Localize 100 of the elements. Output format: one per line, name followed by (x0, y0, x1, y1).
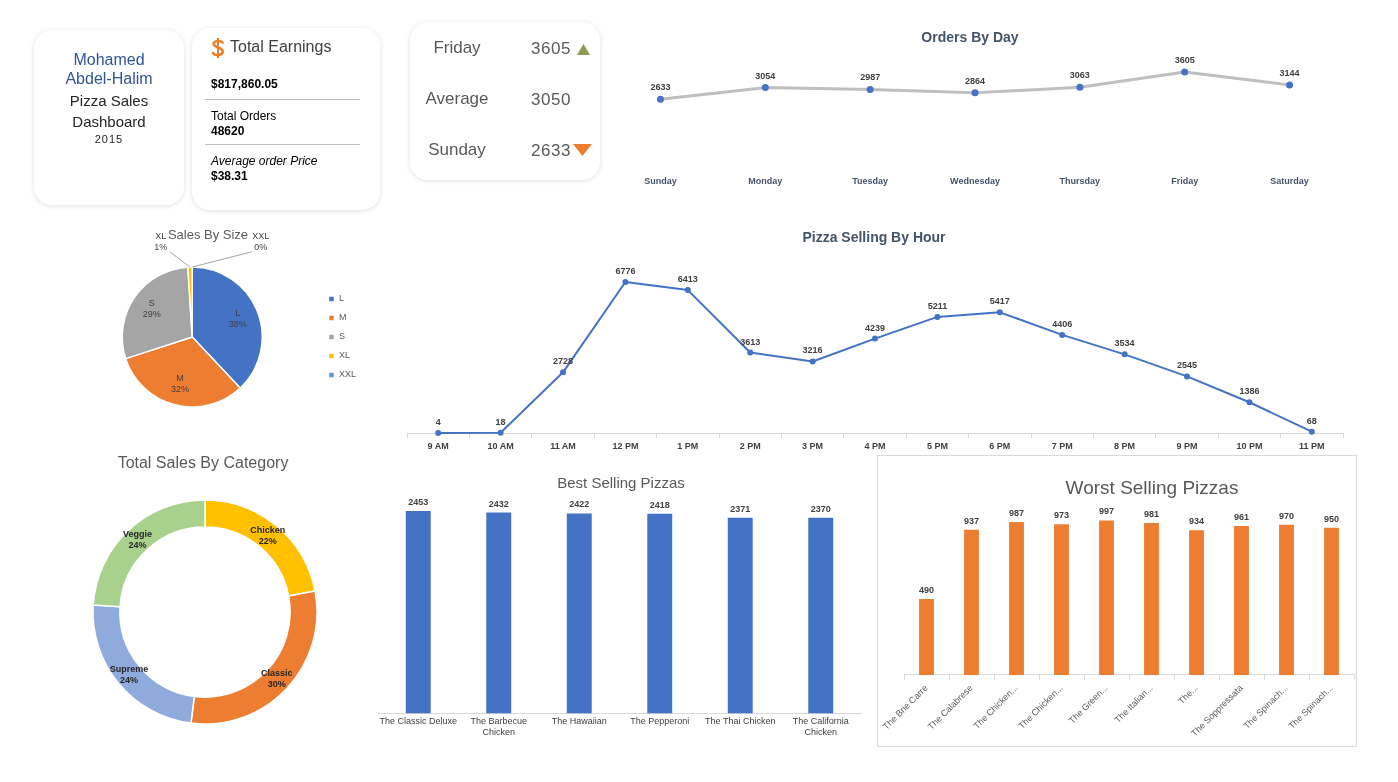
data-label: 5417 (989, 296, 1010, 307)
x-tick-label: The... (1176, 682, 1200, 707)
point (1308, 428, 1315, 435)
text: Mohamed Abdel-Halim (64, 50, 154, 88)
legend-label: L (338, 293, 344, 304)
data-label: 3144 (1279, 68, 1300, 78)
data-label: 4406 (1052, 318, 1073, 329)
slice-label: Veggie (123, 529, 153, 540)
point (872, 335, 878, 342)
point (684, 287, 691, 294)
slice-label: XL (155, 230, 167, 241)
text: 3605 (531, 39, 571, 59)
slice-label: S (148, 298, 155, 309)
chart-title: Pizza Selling By Hour (802, 229, 946, 246)
point (971, 89, 979, 97)
text: Friday (433, 38, 481, 58)
bar (486, 512, 512, 714)
data-label: 2418 (649, 499, 670, 510)
text: 2633 (531, 141, 571, 161)
category-label: XXL (252, 230, 270, 241)
x-tick-label: 10 AM (487, 441, 514, 452)
x-tick-label: The California Chicken (792, 716, 849, 738)
text: Average (425, 89, 489, 109)
x-tick-label: 12 PM (612, 441, 639, 452)
x-tick-label: 1 PM (677, 441, 699, 452)
data-label: 24% (120, 674, 139, 685)
data-label: 2987 (860, 72, 881, 83)
data-label: 937 (963, 515, 980, 526)
data-label: 3605 (1174, 55, 1195, 66)
text: $38.31 (211, 169, 248, 183)
data-label: 6776 (615, 265, 636, 276)
point (435, 430, 442, 437)
x-tick-label: 8 PM (1114, 441, 1136, 452)
data-label: 32% (171, 384, 190, 395)
bar (964, 529, 979, 675)
bar (919, 599, 934, 675)
data-label: 4239 (864, 322, 886, 333)
text: Sunday (428, 140, 486, 160)
x-tick-label: Saturday (1270, 176, 1309, 187)
chart-title: Orders By Day (921, 29, 1019, 46)
data-label: 3054 (755, 70, 776, 81)
data-label: 2864 (964, 75, 986, 86)
point (761, 84, 769, 92)
legend-label: M (338, 312, 347, 323)
legend-label: S (338, 331, 345, 342)
data-label: 2371 (730, 503, 751, 514)
text: 48620 (211, 124, 245, 138)
x-tick-label: 4 PM (864, 441, 886, 452)
bar (727, 517, 753, 714)
point (1121, 351, 1128, 358)
point (656, 95, 664, 103)
point (1184, 373, 1190, 380)
x-tick-label: 7 PM (1051, 441, 1073, 452)
chart-title: Worst Selling Pizzas (1065, 476, 1239, 499)
data-label: 981 (1143, 508, 1160, 519)
x-tick-label: 11 PM (1299, 441, 1325, 452)
point (1181, 68, 1189, 76)
bar (566, 513, 592, 714)
text: Total Orders (211, 109, 277, 123)
data-label: 3063 (1069, 70, 1090, 81)
data-label: 3216 (802, 345, 823, 356)
data-label: 950 (1323, 513, 1340, 524)
data-label: 4 (435, 417, 441, 428)
data-label: 24% (128, 540, 147, 551)
bar (647, 513, 673, 714)
chart-title: Best Selling Pizzas (557, 474, 685, 492)
bar (808, 517, 834, 714)
bar (405, 510, 431, 714)
bar (1234, 526, 1249, 675)
x-tick-label: The Hawaiian (551, 716, 607, 727)
bar (1324, 527, 1339, 675)
data-label: 30% (267, 679, 286, 690)
data-label: 22% (258, 536, 277, 547)
data-label: 29% (142, 309, 161, 320)
x-tick-label: 6 PM (989, 441, 1011, 452)
point (560, 369, 566, 376)
bar (1009, 522, 1024, 675)
legend-label: XXL (338, 369, 356, 380)
data-label: 38% (228, 318, 247, 329)
data-label: 987 (1008, 508, 1025, 518)
x-tick-label: Monday (748, 176, 783, 187)
data-label: 2633 (650, 82, 671, 93)
data-label: 5211 (927, 300, 948, 311)
point (1076, 83, 1084, 91)
data-label: 3613 (740, 336, 761, 347)
text: 3050 (531, 90, 571, 110)
data-label: 934 (1188, 516, 1205, 527)
point (866, 85, 874, 93)
point (622, 279, 629, 285)
data-label: 2545 (1176, 360, 1198, 371)
bar (1099, 520, 1114, 675)
point (497, 429, 504, 436)
data-label: 2453 (408, 496, 429, 507)
x-tick-label: 2 PM (739, 441, 761, 452)
x-tick-label: The Barbecue Chicken (470, 716, 528, 738)
legend-label: XL (338, 350, 350, 361)
point (1246, 399, 1253, 406)
x-tick-label: Sunday (644, 176, 677, 187)
data-label: 18 (495, 416, 506, 427)
slice-label: M (176, 373, 184, 384)
